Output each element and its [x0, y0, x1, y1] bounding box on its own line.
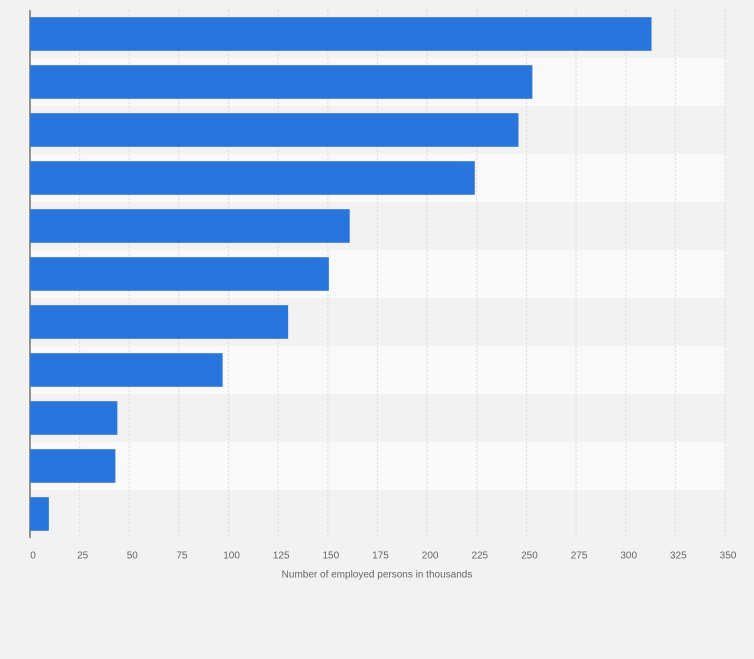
x-tick-label: 300 [620, 551, 637, 562]
x-tick-label: 275 [571, 551, 588, 562]
x-tick-label: 350 [720, 551, 737, 562]
bar [30, 449, 116, 483]
x-tick-label: 150 [323, 551, 340, 562]
x-tick-label: 125 [273, 551, 290, 562]
x-tick-label: 25 [77, 551, 89, 562]
x-tick-label: 200 [422, 551, 439, 562]
bar [30, 497, 49, 531]
x-tick-label: 175 [372, 551, 389, 562]
bar [30, 65, 533, 99]
x-tick-label: 250 [521, 551, 538, 562]
bar [30, 257, 329, 291]
x-tick-label: 50 [127, 551, 139, 562]
bar [30, 161, 475, 195]
x-tick-label: 225 [471, 551, 488, 562]
x-tick-label: 325 [670, 551, 687, 562]
x-tick-label: 75 [176, 551, 188, 562]
x-tick-label: 0 [30, 551, 36, 562]
bar [30, 353, 223, 387]
bar [30, 209, 350, 243]
bar [30, 305, 289, 339]
x-tick-label: 100 [223, 551, 240, 562]
x-axis-title: Number of employed persons in thousands [282, 570, 473, 581]
bar [30, 17, 652, 51]
bar [30, 401, 118, 435]
bar [30, 113, 519, 147]
